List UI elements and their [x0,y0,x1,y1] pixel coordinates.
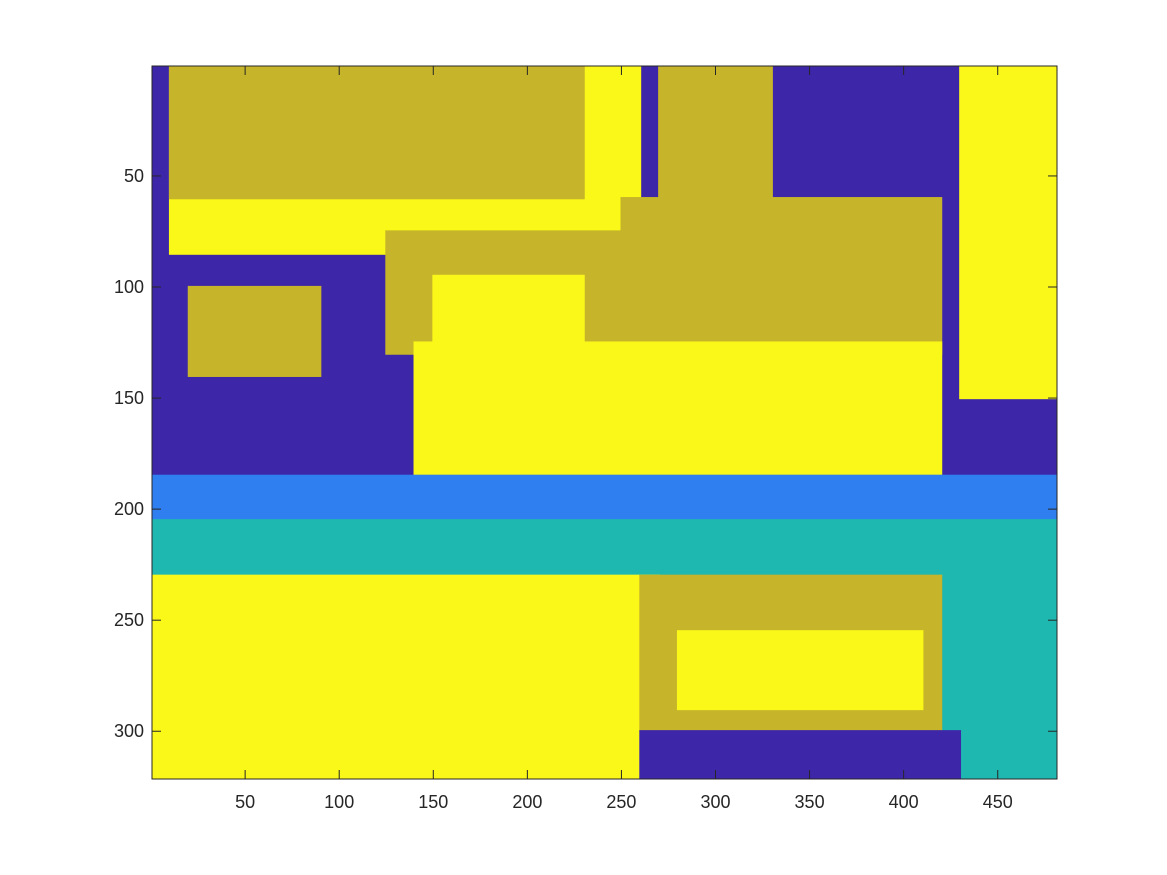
x-tick-label: 450 [983,792,1013,812]
heatmap-region-7 [432,274,585,344]
x-tick-label: 50 [235,792,255,812]
heatmap-region-4 [658,66,773,200]
x-tick-label: 250 [606,792,636,812]
heatmap-region-5 [620,197,943,355]
x-tick-label: 400 [889,792,919,812]
y-tick-label: 200 [114,499,144,519]
axes-box [151,65,1058,780]
heatmap-region-15 [639,730,962,779]
y-tick-label: 100 [114,277,144,297]
heatmap-region-3 [959,66,1057,400]
y-tick-label: 250 [114,610,144,630]
x-tick-label: 300 [700,792,730,812]
x-axis: 50 100 150 200 250 300 350 400 450 [235,66,1013,812]
x-tick-label: 150 [418,792,448,812]
heatmap-region-9 [187,285,322,377]
heatmap-region-12 [152,574,661,779]
plot-area [152,66,1057,779]
y-axis: 50 100 150 200 250 300 [114,166,1057,741]
heatmap-region-2 [168,66,585,200]
y-tick-label: 300 [114,721,144,741]
heatmap-region-8 [413,341,943,477]
heatmap-region-14 [676,630,924,711]
y-tick-label: 150 [114,388,144,408]
x-tick-label: 100 [324,792,354,812]
y-tick-label: 50 [124,166,144,186]
x-tick-label: 200 [512,792,542,812]
x-tick-label: 350 [795,792,825,812]
